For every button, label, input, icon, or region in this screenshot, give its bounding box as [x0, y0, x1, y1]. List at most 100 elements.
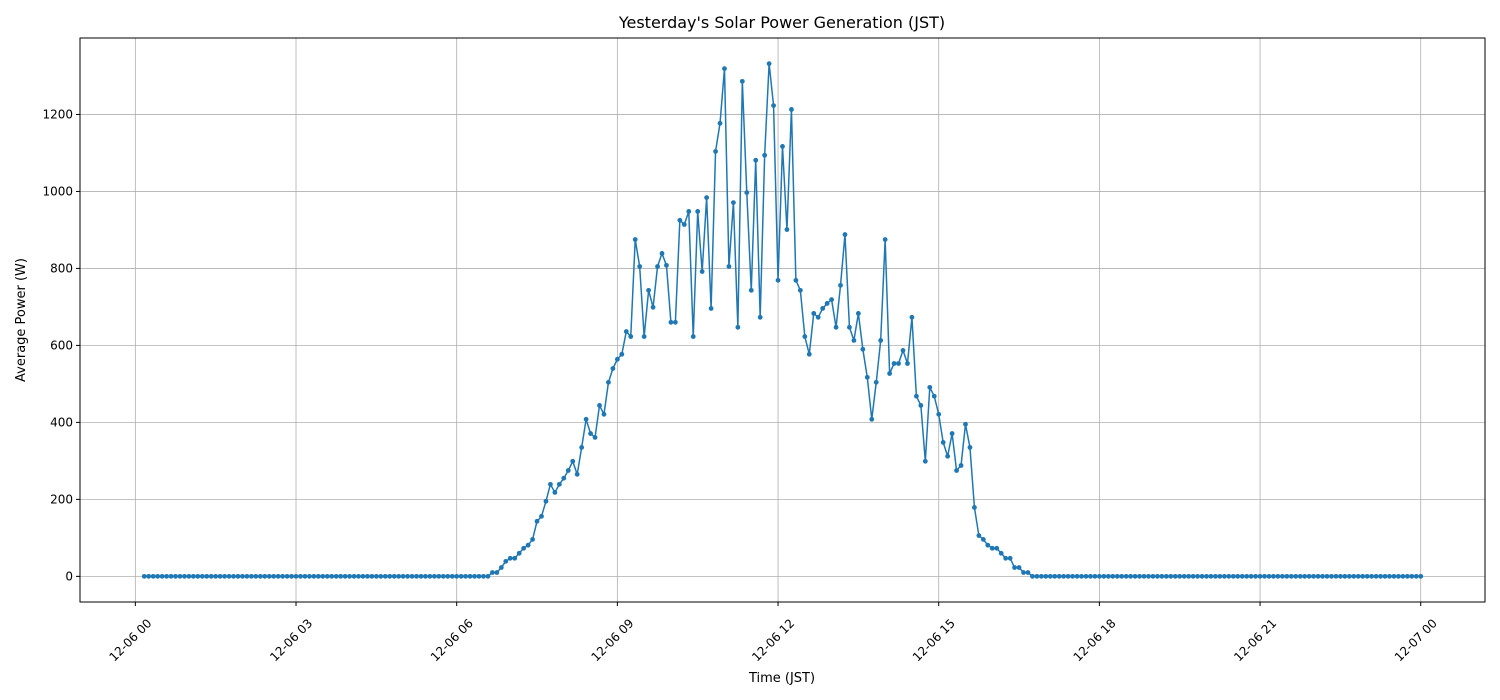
- data-point: [1373, 573, 1379, 579]
- data-point: [565, 468, 571, 473]
- data-point: [717, 120, 723, 126]
- data-point: [1074, 573, 1080, 579]
- data-point: [1418, 573, 1424, 579]
- data-point: [887, 371, 893, 376]
- data-point: [369, 573, 375, 579]
- data-point: [806, 351, 812, 357]
- data-point: [860, 346, 866, 352]
- data-point: [253, 573, 259, 579]
- data-point: [414, 573, 419, 579]
- x-tick-label: 12-06 12: [749, 616, 797, 664]
- data-point: [1337, 573, 1343, 579]
- data-point: [963, 421, 968, 427]
- data-point: [681, 222, 687, 227]
- data-point: [556, 481, 562, 487]
- data-point: [1387, 573, 1392, 579]
- data-point: [1333, 573, 1339, 579]
- data-point: [954, 468, 959, 473]
- data-point: [583, 416, 589, 422]
- data-point: [994, 545, 1000, 551]
- data-point: [521, 545, 527, 551]
- data-point: [1199, 573, 1205, 579]
- data-point: [271, 573, 277, 579]
- data-point: [824, 301, 830, 306]
- data-point: [400, 573, 406, 579]
- data-point: [610, 366, 616, 371]
- data-point: [878, 338, 884, 343]
- data-point: [1342, 573, 1348, 579]
- data-point: [530, 537, 535, 542]
- data-point: [757, 314, 763, 320]
- data-point: [1083, 573, 1089, 579]
- data-point: [628, 334, 634, 339]
- data-point: [815, 314, 821, 320]
- data-point: [244, 573, 250, 579]
- data-point: [855, 311, 861, 316]
- data-point: [476, 573, 482, 579]
- data-point: [525, 542, 531, 548]
- data-point: [985, 542, 991, 548]
- data-point: [864, 374, 870, 380]
- data-point: [204, 573, 210, 579]
- data-point: [1275, 573, 1281, 579]
- data-point: [820, 306, 826, 311]
- data-point: [231, 573, 236, 579]
- data-point: [744, 190, 750, 195]
- data-point: [1137, 573, 1142, 579]
- data-point: [449, 573, 455, 579]
- data-point: [1369, 573, 1375, 579]
- data-point: [601, 411, 607, 417]
- x-tick-label: 12-06 15: [910, 616, 958, 664]
- x-tick-label: 12-06 06: [428, 616, 476, 664]
- data-point: [1221, 573, 1227, 579]
- x-tick-label: 12-06 21: [1231, 616, 1279, 664]
- data-point: [440, 573, 446, 579]
- data-point: [360, 573, 366, 579]
- data-point: [1047, 573, 1053, 579]
- data-point: [1306, 573, 1312, 579]
- data-point: [980, 537, 986, 542]
- data-point: [597, 403, 602, 408]
- data-point: [1128, 573, 1134, 579]
- data-point: [1217, 573, 1223, 579]
- data-point: [454, 573, 460, 579]
- data-point: [748, 287, 754, 293]
- data-point: [1065, 573, 1071, 579]
- data-point: [797, 287, 803, 293]
- data-point: [548, 481, 553, 487]
- data-point: [753, 157, 759, 163]
- data-point: [989, 545, 995, 551]
- data-point: [1056, 573, 1062, 579]
- data-point: [1079, 573, 1084, 579]
- data-point: [909, 314, 915, 320]
- data-point: [1021, 570, 1026, 575]
- data-point: [208, 573, 214, 579]
- data-point: [1239, 573, 1245, 579]
- data-point: [646, 287, 652, 293]
- data-point: [940, 440, 946, 445]
- data-point: [463, 573, 469, 579]
- data-point: [838, 282, 843, 288]
- x-axis-label: Time (JST): [748, 671, 815, 686]
- data-point: [588, 431, 593, 436]
- data-point: [672, 319, 678, 325]
- data-point: [1088, 573, 1093, 579]
- data-point: [373, 573, 379, 579]
- data-point: [958, 463, 964, 468]
- data-point: [936, 411, 942, 417]
- data-point: [905, 361, 910, 366]
- data-point: [1297, 573, 1303, 579]
- data-point: [481, 573, 486, 579]
- data-point: [1119, 573, 1125, 579]
- data-point: [182, 573, 187, 579]
- data-point: [882, 237, 888, 242]
- y-tick-label: 1200: [42, 107, 73, 121]
- data-point: [793, 277, 799, 283]
- data-point: [293, 573, 299, 579]
- data-point: [365, 573, 370, 579]
- data-point: [1360, 573, 1366, 579]
- data-point: [315, 573, 321, 579]
- data-point: [1271, 573, 1276, 579]
- data-point: [1320, 573, 1325, 579]
- data-point: [998, 550, 1004, 556]
